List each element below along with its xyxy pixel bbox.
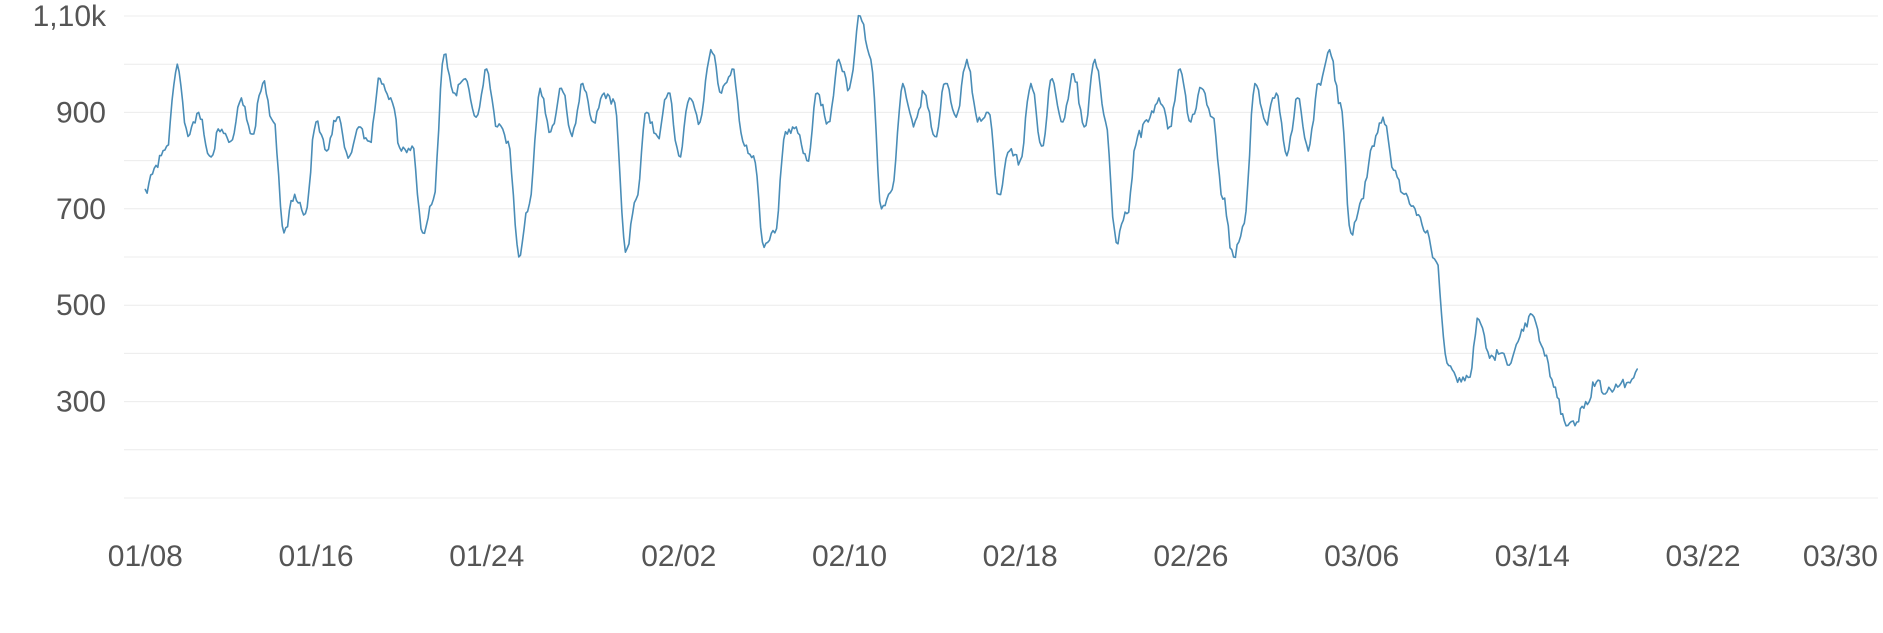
x-axis-ticks: 01/08 01/16 01/24 02/02 02/10 02/18 02/26 03/06…	[108, 540, 1878, 573]
x-tick-label: 02/26	[1153, 540, 1228, 573]
y-tick-label: 300	[56, 386, 106, 419]
x-tick-label: 03/06	[1324, 540, 1399, 573]
x-tick-label: 01/24	[449, 540, 524, 573]
x-tick-label: 03/22	[1665, 540, 1740, 573]
series-line	[144, 14, 1638, 427]
y-tick-label: 500	[56, 289, 106, 322]
x-tick-label: 01/16	[279, 540, 354, 573]
x-tick-label: 02/10	[812, 540, 887, 573]
y-axis-ticks: 300 500 700 900 1,10k	[33, 0, 107, 419]
y-tick-label: 1,10k	[33, 0, 107, 33]
x-tick-label: 02/18	[983, 540, 1058, 573]
x-tick-label: 03/14	[1495, 540, 1570, 573]
y-tick-label: 700	[56, 193, 106, 226]
y-tick-label: 900	[56, 96, 106, 129]
x-tick-label: 01/08	[108, 540, 183, 573]
x-tick-label: 02/02	[641, 540, 716, 573]
x-tick-label: 03/30	[1803, 540, 1878, 573]
grid-lines	[124, 15, 1878, 499]
